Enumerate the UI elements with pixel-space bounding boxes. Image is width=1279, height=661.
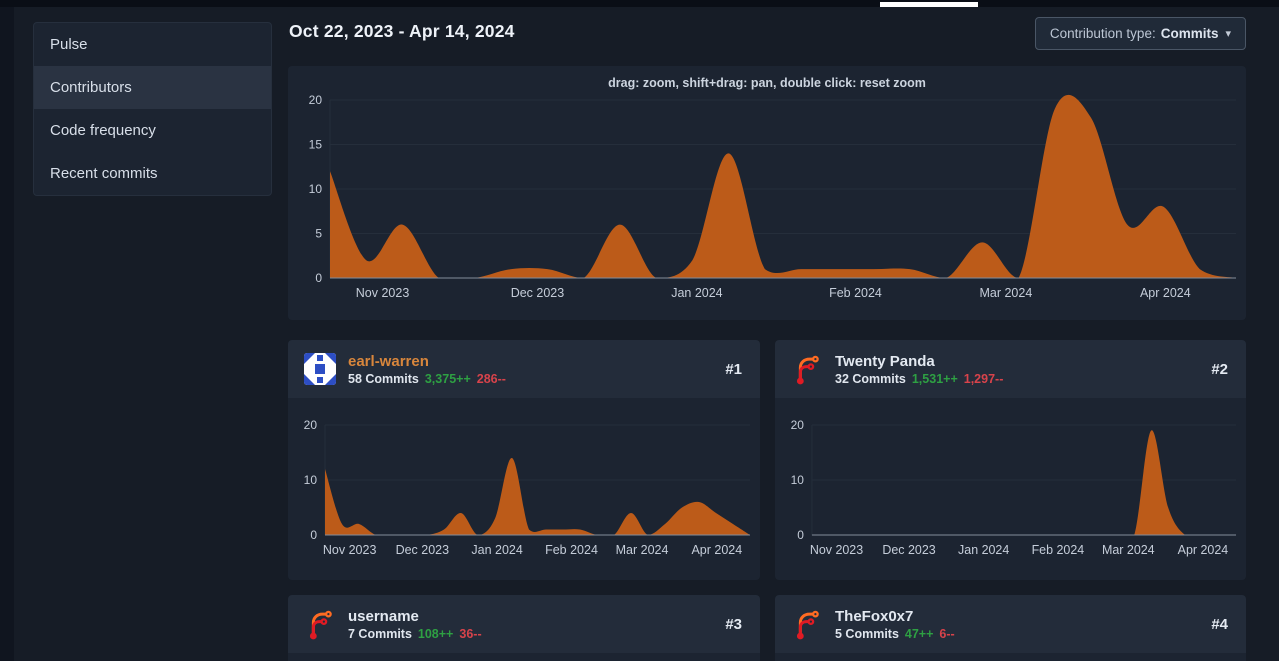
svg-text:Nov 2023: Nov 2023 [323, 543, 377, 557]
forgejo-logo-icon [796, 610, 819, 640]
contributor-card-3: username 7 Commits 108++ 36-- #3 [288, 595, 760, 661]
contributor-name-link[interactable]: earl-warren [348, 352, 429, 370]
rank-badge: #2 [1211, 360, 1228, 378]
contributor-card-2: Twenty Panda 32 Commits 1,531++ 1,297-- … [775, 340, 1246, 580]
svg-text:Dec 2023: Dec 2023 [396, 543, 450, 557]
commit-count: 32 Commits [835, 371, 906, 386]
svg-text:20: 20 [309, 93, 323, 107]
contributor-identity: TheFox0x7 5 Commits 47++ 6-- [835, 608, 955, 641]
contributor-header: Twenty Panda 32 Commits 1,531++ 1,297-- … [775, 340, 1246, 398]
svg-text:Feb 2024: Feb 2024 [829, 286, 882, 300]
svg-text:Nov 2023: Nov 2023 [810, 543, 863, 557]
additions-count: 1,531++ [911, 371, 958, 386]
contributor-identity: earl-warren 58 Commits 3,375++ 286-- [348, 353, 506, 386]
contributor-card-4: TheFox0x7 5 Commits 47++ 6-- #4 [775, 595, 1246, 661]
commit-count: 58 Commits [348, 371, 419, 386]
date-range-title: Oct 22, 2023 - Apr 14, 2024 [289, 21, 515, 41]
contributor-stats: 7 Commits 108++ 36-- [348, 627, 482, 641]
svg-text:Jan 2024: Jan 2024 [958, 543, 1009, 557]
svg-text:Mar 2024: Mar 2024 [979, 286, 1032, 300]
forgejo-logo-icon [309, 610, 332, 640]
deletions-count: 6-- [939, 626, 955, 641]
activity-sidebar: Pulse Contributors Code frequency Recent… [33, 22, 272, 196]
rank-badge: #1 [725, 360, 742, 378]
contributor-name-link[interactable]: Twenty Panda [835, 352, 935, 370]
avatar[interactable] [791, 608, 823, 640]
svg-text:Feb 2024: Feb 2024 [1032, 543, 1085, 557]
additions-count: 108++ [417, 626, 454, 641]
svg-text:Apr 2024: Apr 2024 [1178, 543, 1229, 557]
deletions-count: 36-- [459, 626, 482, 641]
contribution-type-value: Commits [1160, 26, 1219, 41]
rank-badge: #3 [725, 615, 742, 633]
svg-text:Jan 2024: Jan 2024 [471, 543, 522, 557]
active-tab-underline [880, 2, 978, 7]
chart-zoom-hint: drag: zoom, shift+drag: pan, double clic… [608, 76, 926, 90]
svg-text:Nov 2023: Nov 2023 [356, 286, 410, 300]
svg-text:Dec 2023: Dec 2023 [511, 286, 565, 300]
deletions-count: 1,297-- [963, 371, 1004, 386]
contributor-stats: 5 Commits 47++ 6-- [835, 627, 955, 641]
svg-text:5: 5 [315, 227, 322, 241]
contributor-mini-chart[interactable]: 0 10 20 Nov 2023 Dec 2023 Jan 2024 Feb 2024 Mar… [288, 398, 760, 580]
identicon-avatar-icon [304, 353, 336, 385]
svg-text:20: 20 [791, 418, 805, 432]
svg-text:0: 0 [310, 528, 317, 542]
sidebar-item-contributors[interactable]: Contributors [34, 66, 271, 109]
avatar[interactable] [304, 608, 336, 640]
contributor-mini-chart[interactable]: 0 10 20 Nov 2023 Dec 2023 Jan 2024 Feb 2024 Mar… [775, 398, 1246, 580]
sidebar-item-recent-commits[interactable]: Recent commits [50, 165, 158, 182]
contributions-main-chart[interactable]: 0 5 10 15 20 Nov 2023 Dec 2023 Jan 2024 Feb 2024… [288, 66, 1246, 320]
svg-text:15: 15 [309, 138, 323, 152]
svg-text:20: 20 [304, 418, 318, 432]
additions-count: 3,375++ [424, 371, 471, 386]
svg-text:10: 10 [304, 473, 318, 487]
contributor-stats: 32 Commits 1,531++ 1,297-- [835, 372, 1003, 386]
contributor-name-link[interactable]: TheFox0x7 [835, 607, 914, 625]
contributor-header: TheFox0x7 5 Commits 47++ 6-- #4 [775, 595, 1246, 653]
avatar[interactable] [791, 353, 823, 385]
contribution-type-dropdown[interactable]: Contribution type: Commits ▾ [1034, 17, 1246, 50]
chevron-down-icon: ▾ [1225, 28, 1231, 40]
svg-text:Mar 2024: Mar 2024 [1102, 543, 1155, 557]
sidebar-item-pulse[interactable]: Pulse [50, 36, 88, 53]
contributions-overview-card: drag: zoom, shift+drag: pan, double clic… [288, 66, 1246, 320]
avatar[interactable] [304, 353, 336, 385]
window-left-edge [0, 0, 14, 661]
contributor-card-1: earl-warren 58 Commits 3,375++ 286-- #1 … [288, 340, 760, 580]
contributor-identity: Twenty Panda 32 Commits 1,531++ 1,297-- [835, 353, 1003, 386]
contributor-stats: 58 Commits 3,375++ 286-- [348, 372, 506, 386]
deletions-count: 286-- [476, 371, 506, 386]
svg-text:10: 10 [309, 182, 323, 196]
svg-text:Jan 2024: Jan 2024 [671, 286, 722, 300]
contribution-type-label: Contribution type: [1049, 26, 1156, 41]
svg-text:Mar 2024: Mar 2024 [616, 543, 669, 557]
svg-text:0: 0 [797, 528, 804, 542]
additions-count: 47++ [904, 626, 934, 641]
svg-text:Feb 2024: Feb 2024 [545, 543, 598, 557]
tabs-bar [0, 0, 1279, 7]
sidebar-item-code-frequency[interactable]: Code frequency [50, 122, 156, 139]
contributor-name-link[interactable]: username [348, 607, 419, 625]
rank-badge: #4 [1211, 615, 1228, 633]
svg-text:0: 0 [315, 271, 322, 285]
svg-text:10: 10 [791, 473, 805, 487]
commit-count: 5 Commits [835, 626, 899, 641]
svg-text:Dec 2023: Dec 2023 [882, 543, 935, 557]
contributor-header: username 7 Commits 108++ 36-- #3 [288, 595, 760, 653]
svg-text:Apr 2024: Apr 2024 [1140, 286, 1191, 300]
contributor-identity: username 7 Commits 108++ 36-- [348, 608, 482, 641]
commit-count: 7 Commits [348, 626, 412, 641]
forgejo-logo-icon [796, 355, 819, 385]
svg-text:Apr 2024: Apr 2024 [691, 543, 742, 557]
contributor-header: earl-warren 58 Commits 3,375++ 286-- #1 [288, 340, 760, 398]
